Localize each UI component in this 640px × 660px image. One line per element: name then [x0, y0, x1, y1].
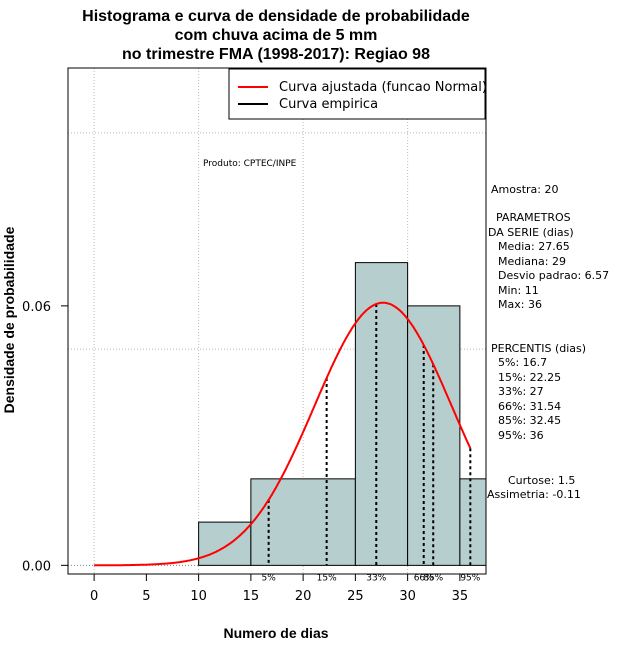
- stat-p85: 85%: 32.45: [498, 414, 561, 427]
- histogram-bar: [198, 521, 252, 566]
- x-tick-label: 0: [90, 589, 98, 604]
- stat-p15: 15%: 22.25: [498, 371, 561, 384]
- x-tick-label: 5: [142, 589, 150, 604]
- stat-min: Min: 11: [498, 284, 539, 297]
- y-tick-label: 0.06: [22, 300, 51, 315]
- chart-title-line-2: com chuva acima de 5 mm: [175, 27, 378, 44]
- stat-assimetria: Assimetria: -0.11: [487, 488, 581, 501]
- stat-parametros-title-2: DA SERIE (dias): [488, 226, 574, 239]
- x-tick-label: 35: [452, 589, 469, 604]
- chart-title-line-3: no trimestre FMA (1998-2017): Regiao 98: [122, 46, 430, 63]
- stat-parametros-title-1: PARAMETROS: [496, 211, 571, 224]
- percentile-labels: 5% 15% 33% 66%85% 95%: [261, 573, 480, 583]
- percentile-label: 66%: [414, 573, 434, 583]
- legend-label-fitted: Curva ajustada (funcao Normal): [279, 80, 487, 95]
- stat-mediana: Mediana: 29: [498, 255, 566, 268]
- stat-p66: 66%: 31.54: [498, 400, 561, 413]
- stat-percentis-title: PERCENTIS (dias): [491, 342, 586, 355]
- histogram-bars: [198, 262, 487, 566]
- stats-panel: Amostra: 20 PARAMETROS DA SERIE (dias) M…: [487, 183, 609, 501]
- histogram-bar: [250, 478, 356, 566]
- x-tick-label: 20: [295, 589, 312, 604]
- x-tick-label: 10: [190, 589, 207, 604]
- stat-curtose: Curtose: 1.5: [508, 474, 575, 487]
- y-axis: 0.00 0.06: [22, 300, 69, 574]
- x-axis: 0 5 10 15 20 25 30 35: [90, 573, 469, 604]
- histogram-bar: [459, 478, 487, 566]
- product-label: Produto: CPTEC/INPE: [203, 159, 297, 169]
- x-tick-label: 30: [399, 589, 416, 604]
- stat-desvio: Desvio padrao: 6.57: [498, 269, 609, 282]
- percentile-label: 5%: [261, 573, 276, 583]
- chart-title-line-1: Histograma e curva de densidade de proba…: [82, 8, 470, 25]
- percentile-label: 85%: [423, 573, 443, 583]
- histogram-bar: [354, 262, 409, 566]
- percentile-label: 33%: [366, 573, 386, 583]
- stat-amostra: Amostra: 20: [491, 183, 558, 196]
- stat-max: Max: 36: [498, 298, 542, 311]
- x-axis-label: Numero de dias: [223, 625, 328, 641]
- x-tick-label: 25: [347, 589, 364, 604]
- y-axis-label: Densidade de probabilidade: [1, 226, 17, 413]
- percentile-label: 95%: [460, 573, 480, 583]
- stat-p33: 33%: 27: [498, 385, 544, 398]
- stat-p95: 95%: 36: [498, 429, 544, 442]
- x-tick-label: 15: [243, 589, 260, 604]
- y-tick-label: 0.00: [22, 559, 51, 574]
- normal-curve: [94, 301, 472, 567]
- stat-p5: 5%: 16.7: [498, 356, 547, 369]
- percentile-label: 15%: [317, 573, 337, 583]
- percentile-lines: [267, 304, 472, 566]
- stat-media: Media: 27.65: [498, 240, 570, 253]
- legend: Curva ajustada (funcao Normal) Curva emp…: [228, 68, 487, 120]
- legend-label-empirical: Curva empirica: [279, 97, 378, 112]
- legend-box: [228, 68, 486, 120]
